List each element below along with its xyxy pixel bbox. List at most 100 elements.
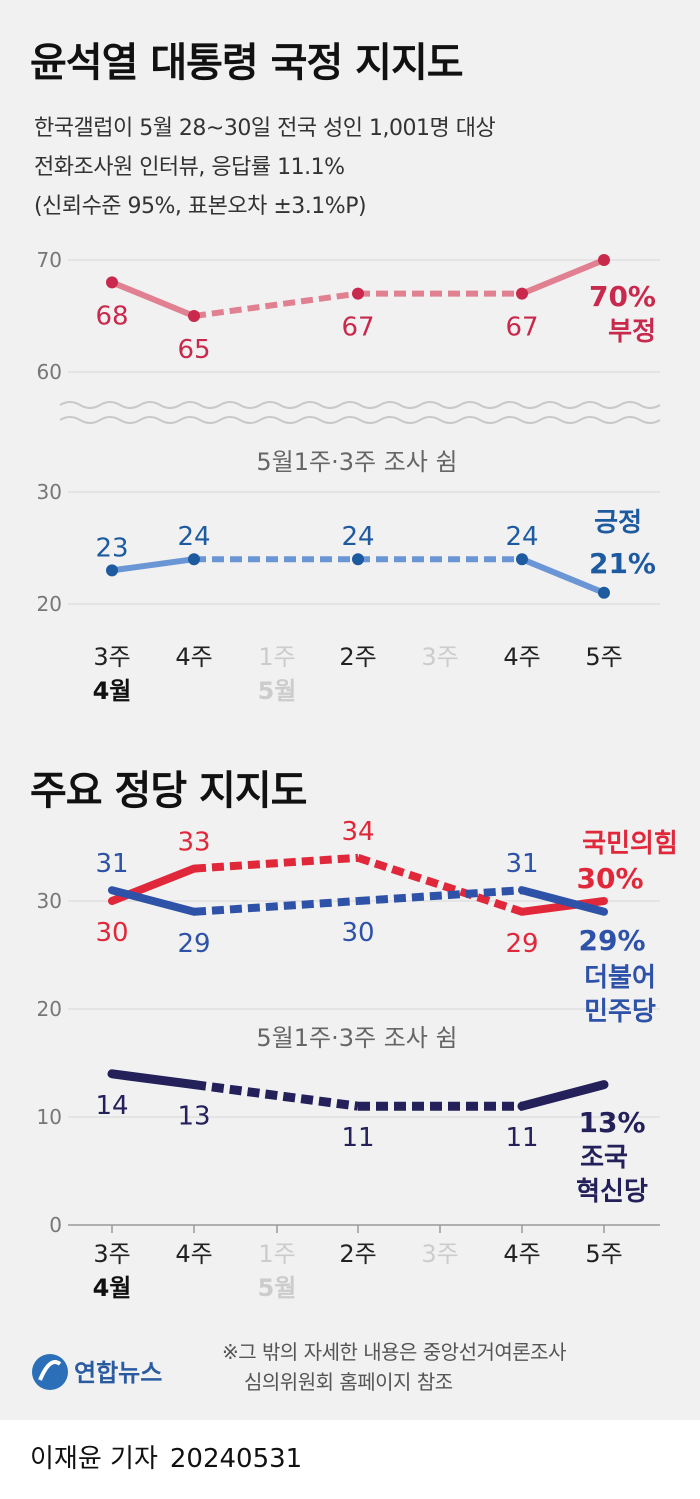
axis-break-wave [59,416,661,424]
ppp-end-value: 30% [576,862,643,895]
positive-data-label: 24 [177,522,210,552]
party-chart: 0 10 20 30 5월1주·3주 조사 쉼 30 33 34 29 31 29 30 31 14 13 1… [37,820,678,1302]
x-tick-label: 5주 [585,1240,622,1268]
ppp-series-name: 국민의힘 [582,829,678,859]
x-tick-label: 1주 [258,1240,295,1268]
negative-point [188,310,200,322]
axis-break-wave [59,401,661,409]
negative-data-label: 65 [177,335,210,365]
negative-point [516,287,528,300]
source-note-line-1: ※그 밖의 자세한 내용은 중앙선거여론조사 [222,1340,567,1364]
dem-data-label: 31 [95,849,128,879]
gap-annotation: 5월1주·3주 조사 쉼 [256,448,457,476]
y-tick-label: 20 [37,997,62,1021]
publish-date: 20240531 [169,1444,303,1474]
x-tick-label: 4주 [175,1240,212,1268]
x-month-label: 5월 [258,1274,297,1302]
y-tick-label: 20 [37,592,62,616]
x-tick-label: 2주 [339,1240,376,1268]
dem-data-label: 29 [177,929,210,959]
dem-data-label: 31 [505,849,538,879]
positive-point [188,553,200,566]
positive-line-segment [109,556,197,574]
rebuild-data-label: 14 [95,1091,128,1121]
byline: 이재윤 기자 20240531 [30,1438,302,1475]
gap-annotation: 5월1주·3주 조사 쉼 [256,1024,457,1052]
y-tick-label: 30 [37,889,62,913]
y-tick-label: 0 [49,1213,62,1237]
infographic-panel [0,0,700,1420]
x-tick-label: 3주 [93,643,130,671]
dem-line-segment [193,897,359,916]
dem-line-segment [108,886,198,916]
negative-line-segment [109,279,197,319]
logo-text: 연합뉴스 [74,1359,162,1387]
x-tick-label: 3주 [421,643,458,671]
dem-data-label: 30 [341,918,374,948]
rebuild-line-segment [107,1069,199,1090]
positive-point [352,553,364,566]
rebuild-series-name-line: 조국 [580,1143,628,1173]
negative-line-segment [519,257,607,297]
y-tick-label: 70 [37,248,62,272]
x-month-label: 4월 [93,677,132,705]
x-tick-label: 3주 [93,1240,130,1268]
dem-end-value: 29% [578,924,645,957]
y-tick-label: 30 [37,480,62,504]
dem-line-segment [357,886,523,905]
x-tick-label: 5주 [585,643,622,671]
ppp-data-label: 29 [505,929,538,959]
dem-series-name-line: 더불어 [584,963,656,993]
rebuild-data-label: 13 [177,1102,210,1132]
reporter-name: 이재윤 기자 [30,1444,158,1474]
positive-end-value: 21% [589,547,656,580]
x-tick-label: 1주 [258,643,295,671]
negative-data-label: 67 [505,313,538,343]
negative-data-label: 67 [341,313,374,343]
yonhap-logo: 연합뉴스 [32,1354,162,1390]
negative-line-segment [193,290,359,319]
positive-point [516,553,528,566]
positive-point [106,564,118,577]
rebuild-line-segment [193,1080,359,1111]
x-tick-label: 4주 [175,643,212,671]
positive-line-segment [519,556,607,596]
ppp-data-label: 34 [341,820,374,847]
subtitle-line-3: (신뢰수준 95%, 표본오차 ±3.1%P) [34,194,367,219]
y-tick-label: 10 [37,1105,62,1129]
negative-point [598,254,610,266]
negative-point [106,276,118,289]
dem-line-segment [518,886,608,916]
rebuild-end-value: 13% [578,1106,645,1139]
x-tick-label: 4주 [503,643,540,671]
positive-data-label: 24 [505,522,538,552]
approval-chart: 70 60 30 20 5월1주·3주 조사 쉼 68 65 67 67 23 24 24 24 70% 부… [37,248,661,705]
ppp-line-segment [356,854,524,916]
subtitle-line-1: 한국갤럽이 5월 28~30일 전국 성인 1,001명 대상 [34,116,496,141]
negative-series-name: 부정 [608,317,656,347]
dem-series-name-line: 민주당 [584,997,656,1027]
subtitle-line-2: 전화조사원 인터뷰, 응답률 11.1% [34,155,345,180]
positive-point [598,586,610,599]
ppp-line-segment [518,897,608,916]
positive-series-name: 긍정 [594,508,642,538]
ppp-data-label: 33 [177,828,210,858]
x-month-label: 5월 [258,677,297,705]
x-tick-label: 3주 [421,1240,458,1268]
x-month-label: 4월 [93,1274,132,1302]
rebuild-line-segment [517,1080,609,1111]
source-note-line-2: 심의위원회 홈페이지 참조 [244,1370,453,1394]
ppp-data-label: 30 [95,918,128,948]
ppp-line-segment [193,853,359,873]
party-chart-title: 주요 정당 지지도 [30,768,307,814]
positive-data-label: 23 [95,533,128,563]
negative-end-value: 70% [589,280,656,313]
negative-point [352,287,364,300]
x-tick-label: 2주 [339,643,376,671]
rebuild-series-name-line: 혁신당 [576,1177,648,1207]
positive-data-label: 24 [341,522,374,552]
y-tick-label: 60 [37,360,62,384]
rebuild-data-label: 11 [341,1123,374,1153]
approval-chart-title: 윤석열 대통령 국정 지지도 [30,40,464,86]
x-tick-label: 4주 [503,1240,540,1268]
